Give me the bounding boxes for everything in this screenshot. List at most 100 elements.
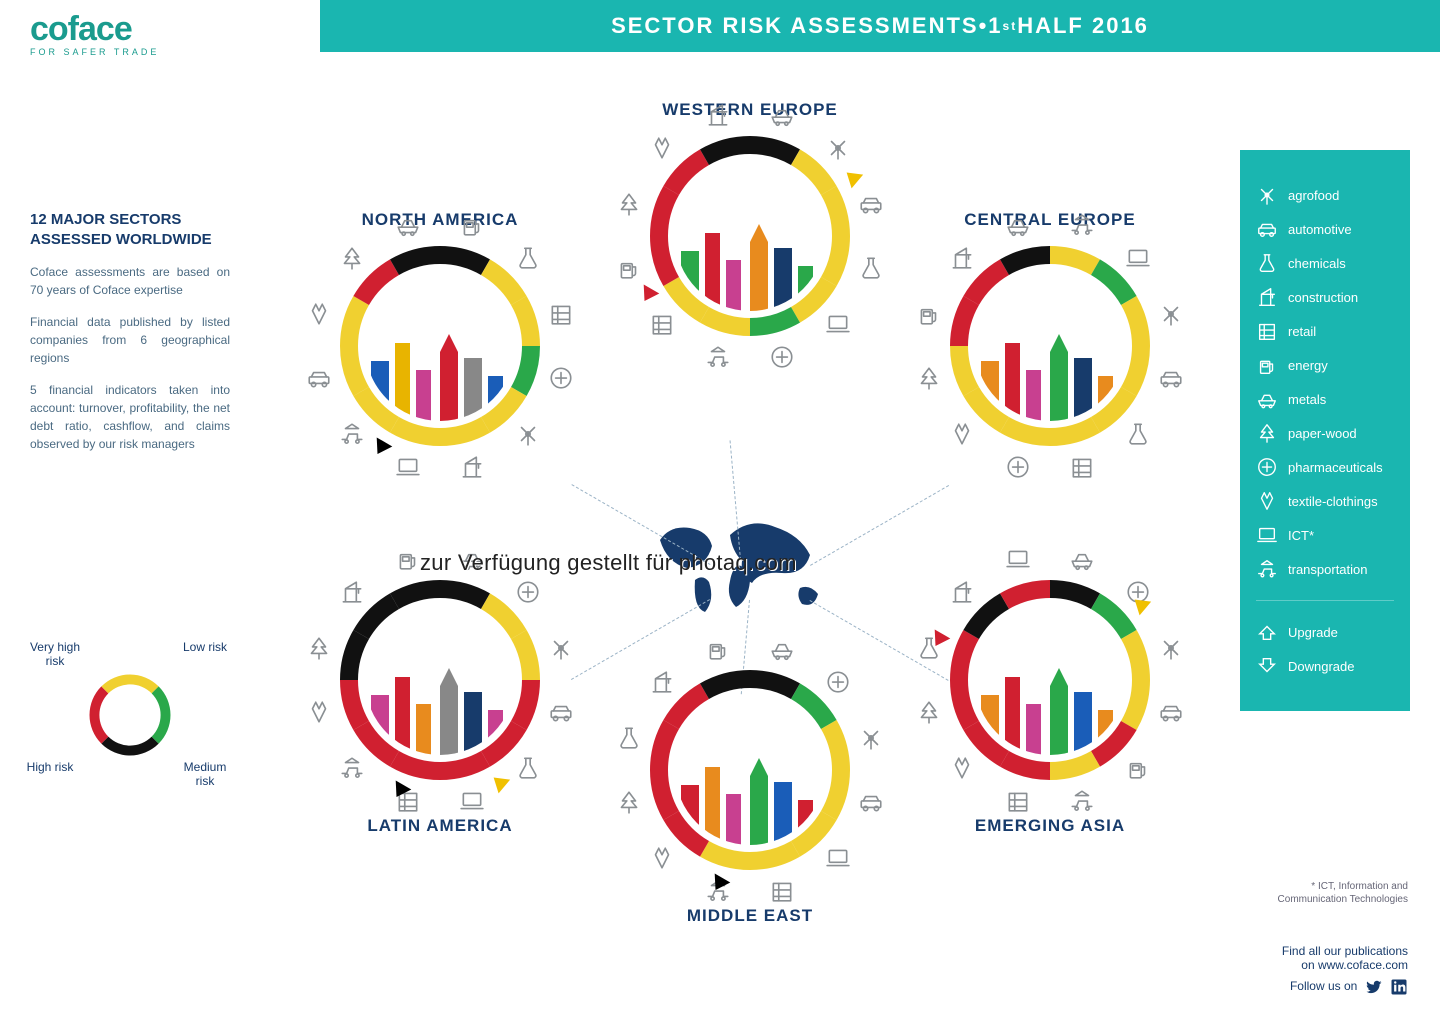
intro-p3: 5 financial indicators taken into accoun… [30,381,230,453]
pharmaceuticals-icon [1004,453,1032,481]
region-ring [640,660,860,880]
intro-p2: Financial data published by listed compa… [30,313,230,367]
legend-label: pharmaceuticals [1288,460,1383,475]
paper-wood-icon [305,634,333,662]
energy-icon [704,635,732,663]
metals-icon [1068,545,1096,573]
textile-icon [948,754,976,782]
region-title: LATIN AMERICA [290,816,590,836]
legend-row-automotive: automotive [1256,218,1394,240]
legend-label: automotive [1288,222,1352,237]
construction-icon [948,244,976,272]
region-ring [640,126,860,346]
energy-icon [394,545,422,573]
region-ring [940,236,1160,456]
footer-line1: Find all our publications [1282,944,1408,958]
ict-icon [824,310,852,338]
risk-label-high: High risk [20,760,80,774]
energy-icon [458,211,486,239]
intro-text: 12 MAJOR SECTORS ASSESSED WORLDWIDE Cofa… [30,210,230,467]
paper-wood-icon [915,698,943,726]
legend-label: energy [1288,358,1328,373]
footer: Find all our publications on www.coface.… [1282,944,1408,996]
energy-icon [615,254,643,282]
energy-icon [1124,754,1152,782]
automotive-icon [857,190,885,218]
legend-label: chemicals [1288,256,1346,271]
legend-row-ict: ICT* [1256,524,1394,546]
automotive-icon [1157,364,1185,392]
transportation-icon [1068,787,1096,815]
construction-icon [338,578,366,606]
region-title: MIDDLE EAST [600,906,900,926]
legend-row-paper-wood: paper-wood [1256,422,1394,444]
automotive-icon [305,364,333,392]
title-sep: • [979,13,989,39]
agrofood-icon [1157,634,1185,662]
retail-icon [648,310,676,338]
legend-row-chemicals: chemicals [1256,252,1394,274]
retail-icon [768,877,796,905]
legend-row-construction: construction [1256,286,1394,308]
legend-label: construction [1288,290,1358,305]
sector-legend-panel: agrofoodautomotivechemicalsconstructionr… [1240,150,1410,711]
brand-logo: coface FOR SAFER TRADE [30,10,159,57]
risk-label-very-high: Very high risk [20,640,90,669]
ict-icon [1004,545,1032,573]
title-prefix: SECTOR RISK ASSESSMENTS [611,13,979,39]
paper-wood-icon [338,244,366,272]
title-bar: SECTOR RISK ASSESSMENTS • 1st HALF 2016 [320,0,1440,52]
region-title: CENTRAL EUROPE [900,210,1200,230]
metals-icon [394,211,422,239]
legend-row-upgrade: Upgrade [1256,600,1394,643]
chemicals-icon [615,724,643,752]
twitter-icon[interactable] [1365,978,1383,996]
construction-icon [704,101,732,129]
region-ring [330,236,550,456]
agrofood-icon [857,724,885,752]
region-central_europe: CENTRAL EUROPE [900,210,1200,456]
header: coface FOR SAFER TRADE SECTOR RISK ASSES… [0,0,1440,60]
ict-icon [458,787,486,815]
agrofood-icon [1157,300,1185,328]
legend-row-transportation: transportation [1256,558,1394,580]
chemicals-icon [514,754,542,782]
legend-row-pharmaceuticals: pharmaceuticals [1256,456,1394,478]
textile-icon [648,844,676,872]
region-emerging_asia: EMERGING ASIA [900,570,1200,842]
pharmaceuticals-icon [824,668,852,696]
agrofood-icon [514,420,542,448]
legend-label: metals [1288,392,1326,407]
pharmaceuticals-icon [547,364,575,392]
textile-icon [305,698,333,726]
retail-icon [1004,787,1032,815]
title-rest: HALF 2016 [1017,13,1149,39]
region-north_america: NORTH AMERICA [290,210,590,456]
legend-label: ICT* [1288,528,1314,543]
risk-label-medium: Medium risk [175,760,235,789]
legend-label: agrofood [1288,188,1339,203]
region-title: NORTH AMERICA [290,210,590,230]
region-ring [940,570,1160,790]
region-latin_america: LATIN AMERICA [290,570,590,842]
legend-upgrade-label: Upgrade [1288,625,1338,640]
legend-row-metals: metals [1256,388,1394,410]
risk-ring-icon [85,670,175,760]
ict-icon [1124,244,1152,272]
transportation-icon [704,343,732,371]
region-western_europe: WESTERN EUROPE [600,100,900,346]
transportation-icon [338,754,366,782]
legend-label: transportation [1288,562,1368,577]
metals-icon [1004,211,1032,239]
transportation-icon [1068,211,1096,239]
title-sup: st [1003,19,1018,33]
energy-icon [915,300,943,328]
region-title: WESTERN EUROPE [600,100,900,120]
construction-icon [948,578,976,606]
region-title: EMERGING ASIA [900,816,1200,836]
construction-icon [648,668,676,696]
agrofood-icon [547,634,575,662]
linkedin-icon[interactable] [1390,978,1408,996]
textile-icon [648,134,676,162]
legend-row-textile: textile-clothings [1256,490,1394,512]
